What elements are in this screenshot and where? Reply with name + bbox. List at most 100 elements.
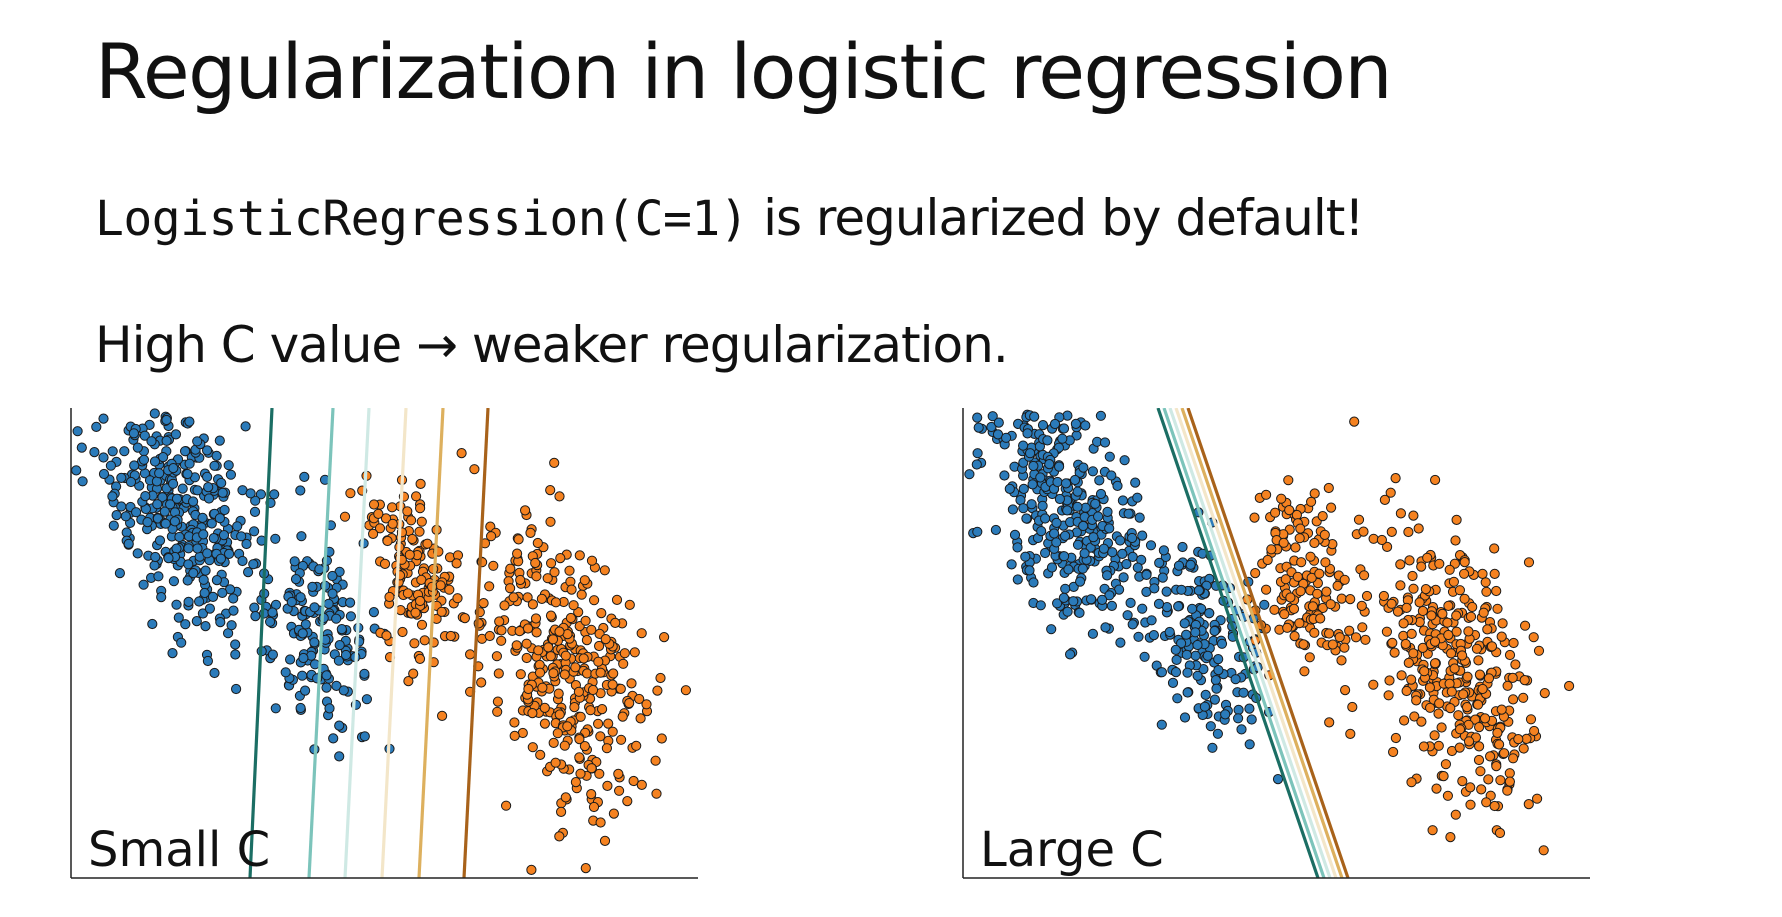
scatter-point: [1069, 474, 1081, 486]
scatter-point: [1238, 687, 1249, 698]
decision-boundary-line: [307, 408, 335, 879]
scatter-point: [214, 513, 225, 524]
scatter-point: [499, 600, 510, 611]
scatter-point: [1523, 799, 1534, 810]
scatter-point: [1094, 475, 1105, 486]
scatter-point: [1070, 418, 1082, 429]
decision-boundary-line: [343, 408, 371, 879]
scatter-point: [1086, 594, 1097, 605]
scatter-point: [1306, 572, 1317, 583]
scatter-point: [1173, 560, 1185, 571]
scatter-point: [1139, 651, 1150, 662]
scatter-point: [248, 559, 259, 570]
scatter-point: [1450, 809, 1461, 820]
scatter-point: [993, 417, 1004, 428]
scatter-point: [1494, 739, 1505, 750]
scatter-point: [1440, 759, 1451, 770]
scatter-point: [1448, 576, 1459, 587]
scatter-point: [1181, 649, 1192, 660]
scatter-point: [1388, 746, 1399, 758]
scatter-point: [1272, 774, 1284, 785]
scatter-point: [225, 469, 236, 480]
scatter-point: [217, 487, 228, 498]
scatter-point: [1332, 580, 1343, 591]
scatter-point: [1431, 783, 1442, 794]
scatter-point: [1276, 493, 1287, 504]
scatter-point: [508, 592, 519, 603]
scatter-point: [607, 679, 618, 690]
scatter-point: [211, 450, 222, 462]
scatter-point: [1246, 714, 1257, 725]
scatter-point: [1202, 650, 1213, 661]
scatter-point: [267, 607, 278, 618]
scatter-point: [1319, 529, 1330, 541]
scatter-point: [368, 528, 379, 540]
scatter-point: [531, 571, 542, 582]
scatter-point: [1192, 639, 1203, 651]
scatter-point: [631, 740, 642, 751]
scatter-point: [574, 734, 585, 745]
scatter-point: [1299, 666, 1310, 677]
scatter-point: [1119, 455, 1130, 466]
scatter-point: [599, 835, 611, 846]
scatter-point: [1474, 741, 1485, 752]
scatter-point: [1323, 482, 1334, 494]
scatter-point: [192, 543, 203, 554]
scatter-point: [491, 651, 502, 662]
scatter-point: [1270, 507, 1281, 518]
scatter-point: [298, 652, 309, 664]
scatter-point: [1007, 504, 1019, 515]
scatter-point: [215, 617, 226, 628]
scatter-point: [593, 656, 604, 667]
scatter-point: [154, 535, 166, 546]
scatter-point: [1317, 511, 1328, 522]
scatter-point: [1304, 652, 1315, 663]
scatter-point: [542, 573, 553, 584]
scatter-point: [307, 581, 318, 592]
scatter-point: [1172, 693, 1183, 704]
scatter-point: [1181, 629, 1192, 640]
scatter-point: [1058, 423, 1070, 434]
scatter-point: [1334, 632, 1345, 643]
scatter-point: [359, 731, 370, 742]
scatter-point: [1093, 511, 1104, 522]
scatter-point: [1282, 622, 1293, 633]
scatter-point: [1018, 503, 1029, 514]
scatter-point: [174, 531, 185, 543]
scatter-point: [236, 531, 247, 542]
scatter-point: [1288, 603, 1300, 614]
scatter-point: [1467, 601, 1478, 613]
scatter-point: [1233, 704, 1244, 715]
scatter-point: [579, 741, 591, 752]
scatter-point: [1211, 683, 1222, 694]
scatter-point: [1004, 483, 1015, 495]
scatter-point: [1404, 555, 1415, 566]
scatter-point: [549, 457, 560, 469]
slide-title: Regularization in logistic regression: [95, 27, 1393, 116]
scatter-point: [338, 685, 349, 696]
scatter-point: [1141, 569, 1152, 580]
scatter-point: [1026, 499, 1037, 510]
scatter-point: [1399, 715, 1410, 726]
scatter-point: [580, 615, 591, 626]
scatter-point: [1430, 474, 1441, 486]
scatter-point: [610, 617, 621, 628]
scatter-point: [1395, 508, 1406, 519]
scatter-point: [1473, 754, 1485, 766]
scatter-point: [1278, 537, 1289, 548]
scatter-point: [1429, 730, 1440, 741]
scatter-point: [1390, 732, 1401, 744]
scatter-point: [1406, 628, 1417, 639]
scatter-point: [492, 696, 503, 707]
scatter-point: [1134, 512, 1145, 523]
scatter-point: [513, 534, 524, 545]
scatter-point: [1378, 590, 1389, 602]
scatter-point: [1345, 728, 1356, 739]
scatter-point: [156, 592, 167, 603]
scatter-point: [1485, 751, 1496, 762]
scatter-point: [456, 448, 467, 459]
scatter-point: [149, 408, 160, 419]
scatter-point: [1430, 658, 1441, 669]
scatter-point: [1368, 679, 1379, 690]
scatter-point: [270, 533, 281, 544]
